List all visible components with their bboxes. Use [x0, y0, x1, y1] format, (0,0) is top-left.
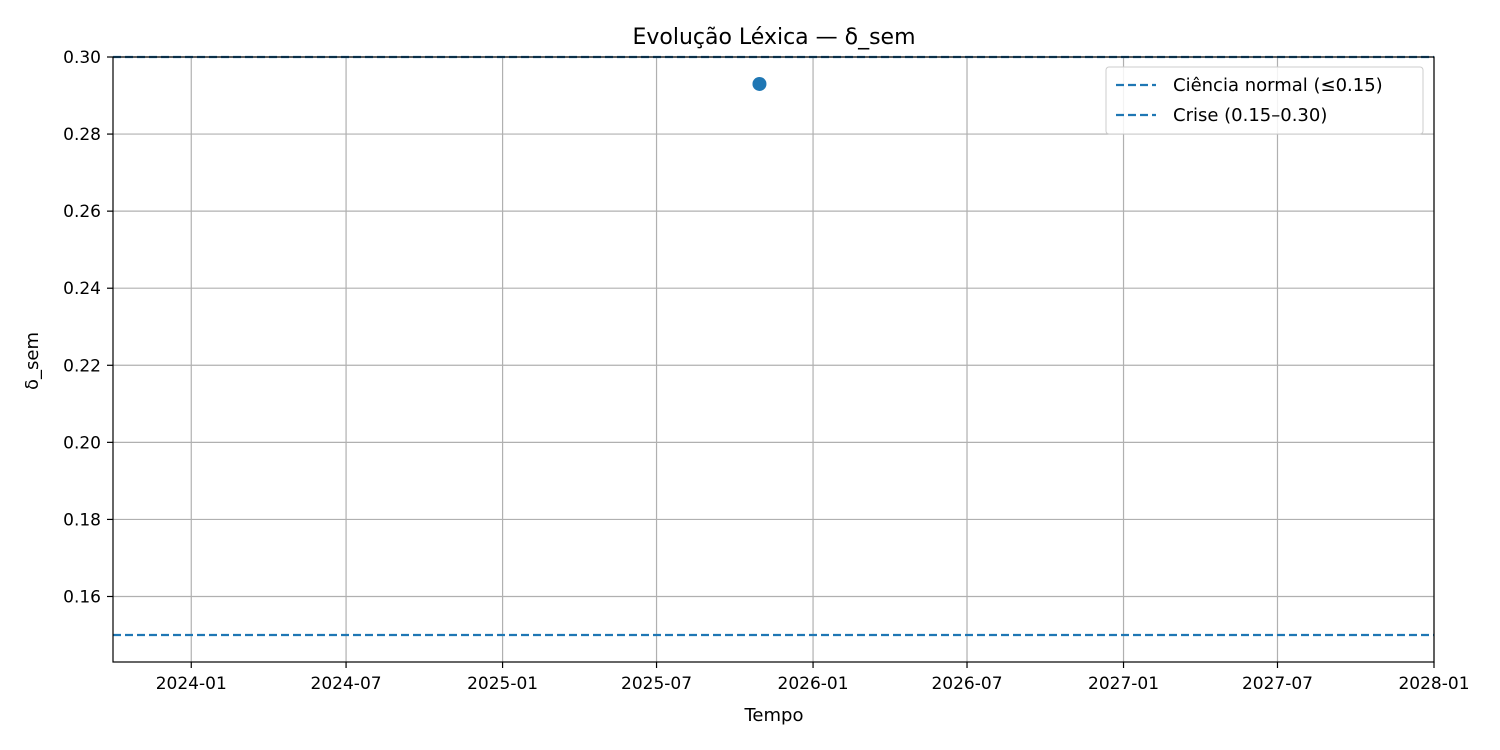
data-points: [752, 76, 767, 91]
y-tick-label: 0.20: [63, 433, 101, 453]
x-tick-label: 2025-01: [467, 674, 538, 694]
y-axis-ticks: 0.16 0.18 0.20 0.22 0.24 0.26 0.28 0.30: [63, 48, 113, 607]
legend-box: [1105, 66, 1424, 135]
legend-label: Crise (0.15–0.30): [1173, 105, 1327, 126]
plot-frame: [112, 56, 1435, 663]
x-tick-label: 2025-07: [621, 674, 692, 694]
x-tick-label: 2024-07: [311, 674, 382, 694]
y-axis-label: δ_sem: [22, 332, 43, 390]
x-axis-ticks: 2024-01 2024-07 2025-01 2025-07 2026-01 2026-…: [156, 662, 1470, 694]
x-tick-label: 2027-07: [1242, 674, 1313, 694]
y-tick-label: 0.28: [63, 125, 101, 145]
x-tick-label: 2026-01: [778, 674, 849, 694]
y-tick-label: 0.30: [63, 48, 101, 68]
legend-label: Ciência normal (≤0.15): [1173, 75, 1383, 96]
x-tick-label: 2028-01: [1398, 674, 1469, 694]
y-tick-label: 0.24: [63, 279, 101, 299]
y-tick-label: 0.16: [63, 587, 101, 607]
y-tick-label: 0.18: [63, 510, 101, 530]
x-tick-label: 2024-01: [156, 674, 227, 694]
x-tick-label: 2026-07: [931, 674, 1002, 694]
chart-title: Evolução Léxica — δ_sem: [632, 25, 915, 50]
x-tick-label: 2027-01: [1088, 674, 1159, 694]
y-tick-label: 0.26: [63, 202, 101, 222]
x-axis-label: Tempo: [744, 705, 804, 726]
legend: Ciência normal (≤0.15) Crise (0.15–0.30): [1105, 66, 1424, 135]
y-tick-label: 0.22: [63, 356, 101, 376]
data-point: [752, 76, 767, 91]
